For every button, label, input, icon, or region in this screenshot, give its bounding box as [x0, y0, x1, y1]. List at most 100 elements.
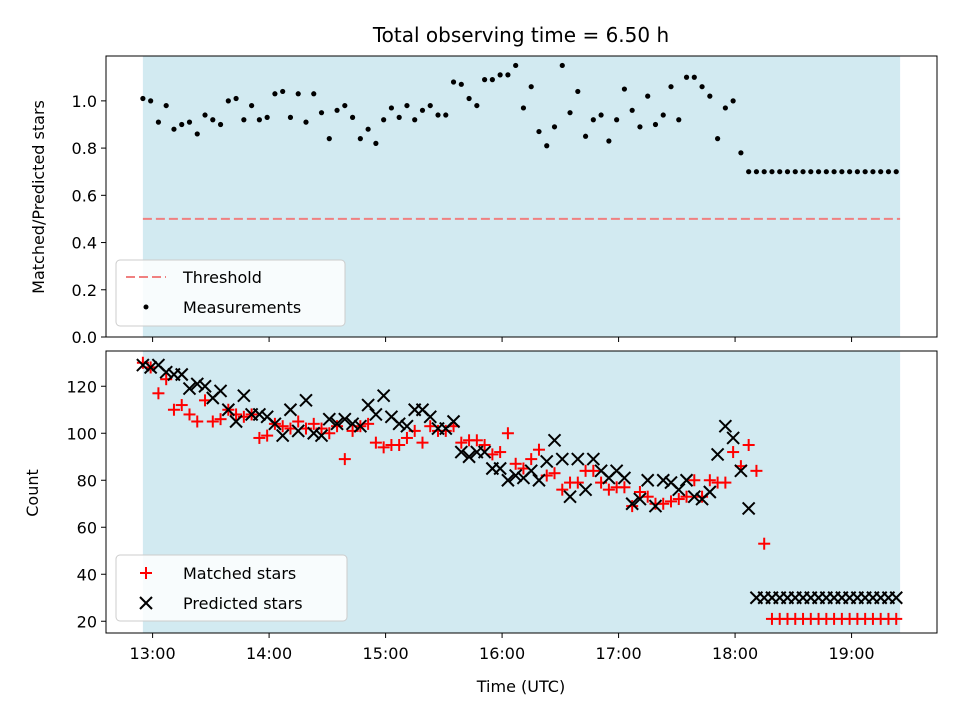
matched-star-points — [136, 356, 903, 625]
matched-star-point — [455, 436, 468, 449]
matched-star-point — [680, 490, 693, 503]
ratio-y-tick-label: 0.6 — [72, 186, 97, 205]
matched-star-point — [556, 483, 569, 496]
matched-star-point — [152, 387, 165, 400]
count-x-ticks: 13:00 14:00 15:00 16:00 17:00 18:00 19:00 — [130, 633, 875, 663]
predicted-star-point — [136, 358, 150, 372]
ratio-panel: 0.0 0.2 0.4 0.6 0.8 1.0 Matched/Predicted sta… — [29, 55, 938, 347]
matched-star-point — [331, 420, 344, 433]
ratio-legend: Threshold Measurements — [115, 259, 346, 327]
predicted-star-point — [578, 482, 593, 497]
predicted-star-point — [143, 360, 158, 375]
matched-star-point — [214, 413, 227, 426]
x-tick-label: 16:00 — [479, 644, 525, 663]
count-y-tick-label: 80 — [77, 471, 97, 490]
measurement-point — [318, 110, 325, 116]
measurement-point — [668, 84, 674, 90]
measurement-point — [544, 143, 550, 149]
predicted-star-point — [361, 398, 375, 412]
measurement-point — [427, 102, 433, 109]
predicted-star-point — [307, 426, 321, 440]
matched-star-point — [292, 415, 305, 428]
predicted-star-point — [586, 452, 601, 466]
matched-star-point — [571, 476, 584, 489]
matched-star-point — [175, 399, 188, 412]
measurement-point — [311, 91, 317, 97]
predicted-star-point — [423, 410, 437, 424]
measurement-point — [691, 74, 697, 80]
measurement-point — [412, 117, 418, 123]
x-tick-label: 15:00 — [363, 644, 409, 663]
x-tick-label: 17:00 — [596, 644, 642, 663]
predicted-star-point — [648, 499, 663, 513]
matched-star-point — [633, 486, 646, 498]
measurement-point — [590, 117, 596, 123]
measurement-point — [870, 169, 876, 175]
measurement-point — [148, 98, 154, 104]
ratio-y-tick-label: 1.0 — [72, 92, 97, 111]
measurement-point — [349, 114, 356, 120]
measurement-point — [466, 95, 472, 102]
matched-star-point — [478, 439, 491, 451]
ratio-axes-frame — [105, 55, 938, 338]
predicted-star-point — [454, 445, 469, 459]
predicted-star-point — [268, 417, 282, 431]
matched-star-point — [517, 462, 530, 475]
measurement-point — [233, 95, 239, 102]
x-tick-label: 13:00 — [130, 644, 176, 663]
measurement-point — [683, 74, 690, 80]
measurement-point — [815, 169, 822, 175]
predicted-star-point — [672, 482, 686, 497]
matched-star-point — [727, 446, 740, 459]
matched-star-point — [742, 439, 755, 451]
measurements-legend-swatch — [143, 304, 149, 310]
measurement-point — [528, 84, 534, 90]
matched-star-point — [439, 424, 452, 437]
predicted-star-point — [563, 489, 577, 504]
predicted-star-point — [283, 403, 298, 417]
measurement-point — [202, 112, 208, 118]
predicted-star-point — [718, 419, 733, 433]
measurement-point — [559, 62, 565, 69]
measurement-point — [722, 105, 728, 111]
measurement-point — [645, 93, 651, 99]
predicted-star-point — [625, 497, 639, 511]
matched-star-point — [703, 474, 716, 487]
predicted-star-point — [446, 414, 461, 429]
predicted-star-point — [710, 447, 725, 462]
measurement-point — [303, 119, 309, 125]
predicted-star-point — [540, 454, 554, 469]
measurement-point — [256, 117, 262, 123]
measurement-point — [800, 169, 806, 175]
matched-star-point — [509, 457, 522, 470]
matched-star-point — [890, 612, 903, 625]
matched-star-point — [276, 420, 289, 433]
predicted-star-point — [703, 485, 717, 499]
measurement-point — [551, 124, 558, 130]
predicted-star-point — [314, 428, 329, 443]
ratio-y-axis-label: Matched/Predicted stars — [29, 100, 48, 294]
measurement-point — [388, 105, 395, 111]
measurement-point — [854, 169, 860, 175]
matched-star-point — [587, 464, 600, 477]
measurement-point — [171, 126, 177, 132]
measurement-point — [419, 107, 426, 113]
ratio-y-tick-label: 0.0 — [72, 328, 97, 347]
ratio-x-ticks — [152, 337, 853, 342]
predicted-star-point — [322, 412, 336, 426]
predicted-star-point — [190, 377, 204, 391]
matched-star-point — [253, 431, 266, 444]
measurement-point — [280, 88, 286, 95]
count-y-tick-label: 40 — [77, 565, 97, 584]
measurement-point — [715, 136, 721, 142]
matched-star-point — [657, 497, 670, 510]
measurement-point — [450, 79, 457, 85]
x-tick-label: 18:00 — [712, 644, 758, 663]
count-legend-box — [115, 554, 348, 622]
measurement-point — [582, 133, 589, 139]
matched-star-point — [191, 415, 204, 428]
measurement-point — [210, 117, 216, 123]
predicted-star-point — [532, 473, 546, 487]
predicted-star-point — [640, 473, 655, 487]
